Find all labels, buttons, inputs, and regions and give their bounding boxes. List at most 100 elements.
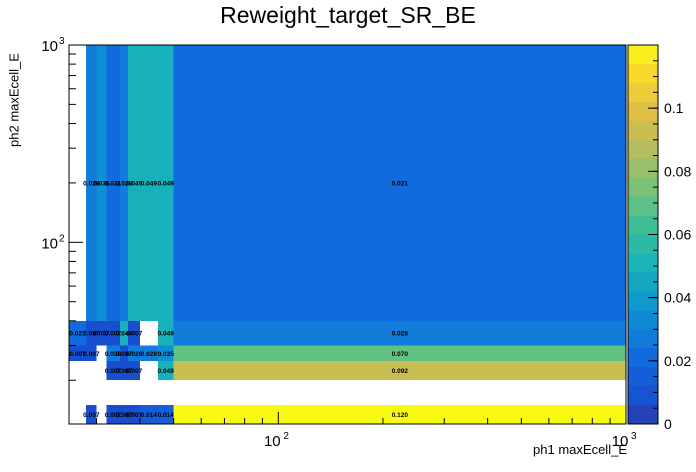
cell-value-label: 0.014 xyxy=(141,412,158,419)
x-tick-label: 10 xyxy=(264,433,281,450)
cell-value-label: 0.007 xyxy=(105,331,122,338)
heatmap-cell xyxy=(86,320,97,346)
colorbar-tick-label: 0.04 xyxy=(664,290,691,306)
cell-value-label: 0.007 xyxy=(126,368,143,375)
heatmap-cell xyxy=(128,45,140,321)
heatmap-cell xyxy=(139,45,158,321)
heatmap-cell xyxy=(119,345,129,362)
y-tick-exponent: 2 xyxy=(59,233,65,244)
colorbar-swatch xyxy=(628,405,658,424)
cell-value-label: 0.049 xyxy=(158,368,175,375)
heatmap-cell xyxy=(173,404,626,424)
y-tick-exponent: 3 xyxy=(59,36,65,47)
cell-value-label: 0.028 xyxy=(83,180,100,187)
cell-value-label: 0.021 xyxy=(69,331,86,338)
chart-title: Reweight_target_SR_BE xyxy=(220,2,476,28)
plot-frame xyxy=(68,44,627,425)
heatmap-cell xyxy=(173,320,626,346)
colorbar-swatch xyxy=(628,310,658,330)
colorbar-swatch xyxy=(628,45,658,64)
heatmap-cell xyxy=(96,45,107,321)
cell-value-label: 0.049 xyxy=(158,180,175,187)
cell-value-label: 0.007 xyxy=(83,331,100,338)
heatmap-cell xyxy=(106,45,120,321)
colorbar-swatch xyxy=(628,101,658,121)
heatmap-cells xyxy=(69,45,626,424)
colorbar-swatch xyxy=(628,196,658,216)
colorbar-swatch xyxy=(628,386,658,406)
cell-value-label: 0.049 xyxy=(158,331,175,338)
heatmap-cell xyxy=(139,404,158,424)
heatmap-cell xyxy=(157,361,174,381)
colorbar-swatch xyxy=(628,329,658,349)
heatmap-cell xyxy=(86,45,97,321)
cell-value-label: 0.007 xyxy=(116,351,133,358)
colorbar-swatch xyxy=(628,348,658,368)
cell-value-label: 0.007 xyxy=(83,351,100,358)
heatmap-cell xyxy=(119,320,129,346)
x-axis-label: ph1 maxEcell_E xyxy=(533,442,627,457)
heatmap-cell xyxy=(128,404,140,424)
heatmap-cell xyxy=(157,345,174,362)
cell-value-label: 0.007 xyxy=(105,412,122,419)
cell-value-label: 0.021 xyxy=(105,180,122,187)
cell-value-label: 0.092 xyxy=(392,368,409,375)
heatmap-cell xyxy=(86,345,97,362)
colorbar-swatch xyxy=(628,158,658,178)
cell-value-label: 0.070 xyxy=(392,351,409,358)
heatmap-cell xyxy=(119,404,129,424)
heatmap-cell xyxy=(173,45,626,321)
cell-value-label: 0.007 xyxy=(126,331,143,338)
cell-value-label: 0.007 xyxy=(83,412,100,419)
heatmap-cell xyxy=(69,345,87,362)
cell-value-label: 0.028 xyxy=(116,180,133,187)
cell-value-label: 0.028 xyxy=(141,351,158,358)
y-tick-label: 10 xyxy=(41,235,58,252)
cell-value-label: 0.007 xyxy=(116,412,133,419)
cell-value-label: 0.014 xyxy=(158,412,175,419)
cell-value-label: 0.021 xyxy=(392,180,409,187)
heatmap-cell xyxy=(173,361,626,381)
x-tick-label: 10 xyxy=(612,433,629,450)
heatmap-cell xyxy=(139,345,158,362)
cell-value-label: 0.049 xyxy=(116,331,133,338)
x-tick-exponent: 3 xyxy=(631,431,637,442)
colorbar-swatch xyxy=(628,177,658,197)
cell-value-label: 0.028 xyxy=(105,351,122,358)
cell-value-label: 0.028 xyxy=(392,331,409,338)
heatmap-cell xyxy=(106,345,120,362)
cell-value-label: 0.035 xyxy=(93,180,110,187)
heatmap-cell xyxy=(96,320,107,346)
colorbar-tick-label: 0.02 xyxy=(664,353,691,369)
colorbar-swatch xyxy=(628,63,658,83)
x-tick-exponent: 2 xyxy=(283,431,289,442)
colorbar-swatch xyxy=(628,139,658,159)
cell-value-label: 0.007 xyxy=(126,412,143,419)
heatmap-cell xyxy=(157,404,174,424)
heatmap-cell xyxy=(119,45,129,321)
colorbar-tick-label: 0 xyxy=(664,416,672,432)
colorbar-swatch xyxy=(628,234,658,254)
colorbar-swatch xyxy=(628,291,658,311)
cell-value-label: 0.035 xyxy=(158,351,175,358)
heatmap-cell xyxy=(157,45,174,321)
heatmap-cell xyxy=(173,345,626,362)
axes: 10 2 10 310 210 3 xyxy=(41,36,637,450)
colorbar-swatch xyxy=(628,215,658,235)
heatmap-cell xyxy=(106,361,120,381)
cell-value-label: 0.028 xyxy=(126,351,143,358)
cell-value-label: 0.007 xyxy=(105,368,122,375)
colorbar-swatch xyxy=(628,120,658,140)
colorbar-swatch xyxy=(628,253,658,273)
colorbar: 0 0.02 0.04 0.06 0.08 0.1 xyxy=(627,44,691,432)
colorbar-swatch xyxy=(628,367,658,387)
cell-value-label: 0.049 xyxy=(126,180,143,187)
heatmap-cell xyxy=(128,345,140,362)
heatmap-cell xyxy=(86,404,97,424)
colorbar-tick-label: 0.06 xyxy=(664,227,691,243)
heatmap-cell xyxy=(119,361,129,381)
colorbar-swatch xyxy=(628,82,658,102)
heatmap-cell xyxy=(106,320,120,346)
heatmap-cell xyxy=(106,404,120,424)
